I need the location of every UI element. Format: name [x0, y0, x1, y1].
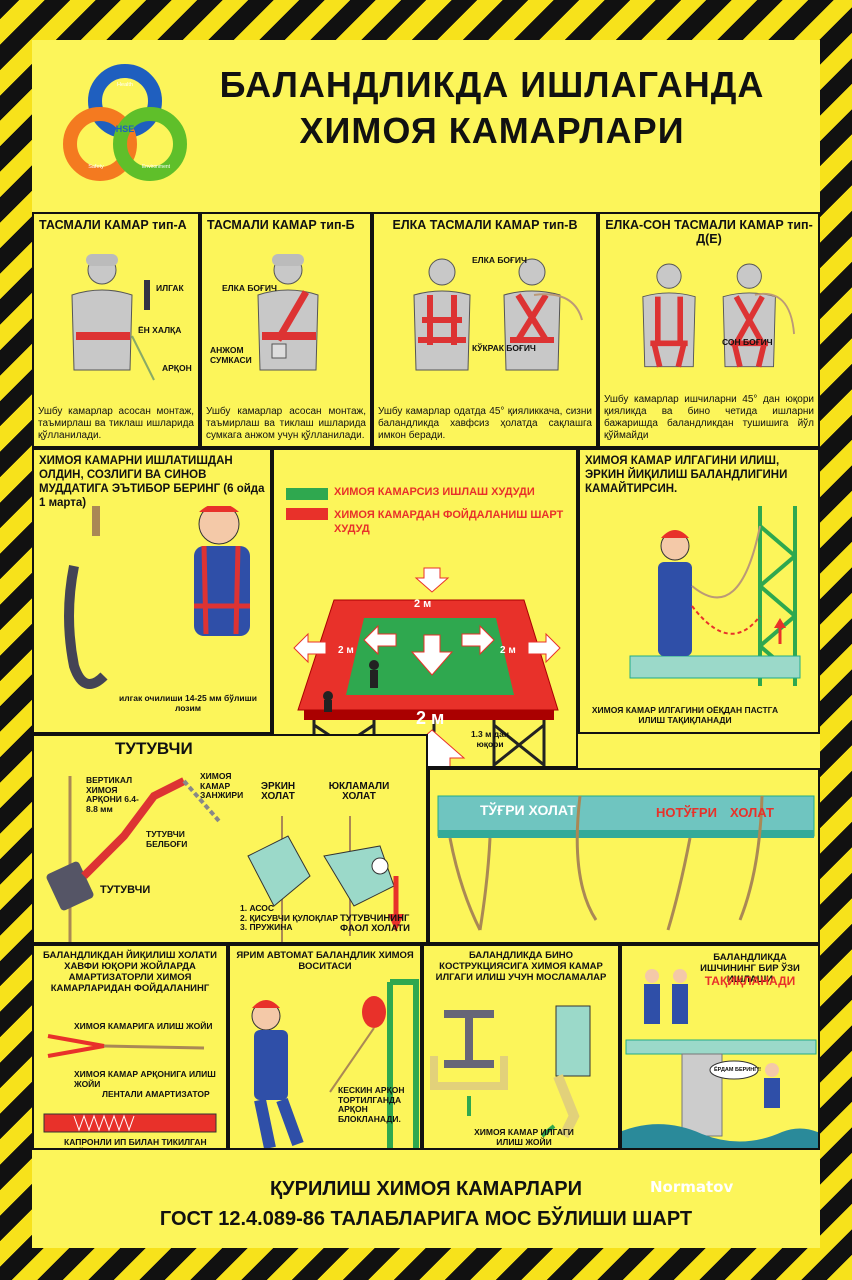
svg-text:Environment: Environment [142, 164, 171, 170]
belt-type-d-panel: ЕЛКА-СОН ТАСМАЛИ КАМАР тип-Д(Е) СОН БОҒИ… [598, 212, 820, 448]
zone-diagram [293, 567, 561, 766]
structure-title: БАЛАНДЛИКДА БИНО КОСТРУКЦИЯСИГА ХИМОЯ КА… [435, 950, 607, 983]
label-tool-bag: АНЖОМ СУМКАСИ [210, 345, 252, 365]
label-belt-attach: ХИМОЯ КАМАРИГА ИЛИШ ЖОЙИ [74, 1021, 213, 1031]
belt-type-b-figure [257, 254, 319, 371]
semi-auto-note: КЕСКИН АРҚОН ТОРТИЛГАНДА АРҚОН БЛОКЛАНАД… [338, 1085, 405, 1124]
semi-auto-title: ЯРИМ АВТОМАТ БАЛАНДЛИК ХИМОЯ ВОСИТАСИ [236, 950, 414, 972]
legend-green-swatch [286, 488, 328, 500]
hook-opening-note: илгак очилиши 14-25 мм бўлиши лозим [119, 693, 257, 713]
work-alone-title: БАЛАНДЛИКДА ИШЧИНИНГ БИР ЎЗИ ИШЛАШИ [700, 952, 800, 985]
hook-anchor-title: ХИМОЯ КАМАР ИЛГАГИНИ ИЛИШ, ЭРКИН ЙИҚИЛИШ… [585, 455, 788, 495]
work-alone-panel: БАЛАНДЛИКДА ИШЧИНИНГ БИР ЎЗИ ИШЛАШИ ТАҚИ… [620, 944, 820, 1150]
label-tape-absorber: ЛЕНТАЛИ АМАРТИЗАТОР [102, 1089, 210, 1099]
structure-figure [430, 1005, 591, 1139]
svg-text:HSE: HSE [116, 124, 135, 134]
hook-anchor-figure [629, 506, 801, 686]
footer-line-2: ГОСТ 12.4.089-86 ТАЛАБЛАРИГА МОС БЎЛИШИ … [159, 1208, 693, 1230]
belt-type-d-title: ЕЛКА-СОН ТАСМАЛИ КАМАР тип-Д(Е) [605, 218, 813, 246]
label-thigh-strap: СОН БОҒИЧ [722, 337, 773, 347]
belt-type-a-figure [71, 254, 155, 381]
label-wrong-a: НОТЎҒРИ [656, 805, 717, 820]
label-hook: ИЛГАК [156, 283, 184, 293]
catcher-title: ТУТУВЧИ [115, 739, 193, 758]
part-spring: 3. ПРУЖИНА [240, 922, 293, 932]
label-side-ring: ЁН ХАЛҚА [138, 325, 182, 335]
belt-type-v-figure [413, 258, 583, 371]
label-free-state: ЭРКИН ХОЛАТ [260, 781, 296, 802]
part-base: 1. АСОС [240, 903, 275, 913]
dist-right-2m: 2 м [500, 645, 516, 656]
hse-logo: HSE Health Safety Environment [63, 64, 187, 181]
label-catcher-device: ТУТУВЧИ [100, 884, 151, 896]
label-shoulder-strap: ЕЛКА БОҒИЧ [222, 283, 277, 293]
footer-line-1: ҚУРИЛИШ ХИМОЯ КАМАРЛАРИ [269, 1178, 583, 1200]
catcher-panel: ТУТУВЧИ ВЕРТИКАЛ ХИМОЯ АРҚОНИ 6.4-8.8 мм… [32, 734, 428, 944]
beam-panel: ТЎҒРИ ХОЛАТ НОТЎҒРИ ХОЛАТ [428, 768, 820, 944]
belt-type-a-title: ТАСМАЛИ КАМАР тип-А [39, 218, 187, 232]
belt-type-a-panel: ТАСМАЛИ КАМАР тип-А ИЛГАК ЁН ХАЛҚА АРҚОН… [32, 212, 200, 448]
label-correct-position: ТЎҒРИ ХОЛАТ [480, 802, 576, 818]
belt-type-a-text: Ушбу камарлар асосан монтаж, таъмирлаш в… [38, 406, 194, 441]
catcher-parts: 1. АСОС 2. ҚИСУВЧИ ҚУЛОҚЛАР 3. ПРУЖИНА [240, 903, 350, 933]
belt-type-v-text: Ушбу камарлар одатда 45° қияликкача, сиз… [378, 406, 592, 441]
belt-type-b-panel: ТАСМАЛИ КАМАР тип-Б ЕЛКА БОҒИЧ АНЖОМ СУМ… [200, 212, 372, 448]
dist-top-2m: 2 м [414, 598, 432, 610]
belt-type-v-panel: ЕЛКА ТАСМАЛИ КАМАР тип-В ЕЛКА БОҒИЧ КЎКР… [372, 212, 598, 448]
dist-left-2m: 2 м [338, 645, 354, 656]
structure-note: ХИМОЯ КАМАР ИЛГАГИ ИЛИШ ЖОЙИ [474, 1127, 574, 1147]
header: HSE Health Safety Environment БАЛАНДЛИКД… [32, 40, 820, 205]
inspection-panel: ХИМОЯ КАМАРНИ ИШЛАТИШДАН ОЛДИН, СОЗЛИГИ … [32, 448, 272, 734]
inspection-title: ХИМОЯ КАМАРНИ ИШЛАТИШДАН ОЛДИН, СОЗЛИГИ … [39, 455, 265, 509]
legend-red-swatch [286, 508, 328, 520]
belt-type-v-title: ЕЛКА ТАСМАЛИ КАМАР тип-В [392, 218, 578, 232]
speech-bubble-help: ЁРДАМ БЕРИНГ!! [714, 1067, 761, 1073]
catcher-figure [46, 776, 404, 942]
hook-anchor-panel: ХИМОЯ КАМАР ИЛГАГИНИ ИЛИШ, ЭРКИН ЙИҚИЛИШ… [578, 448, 820, 734]
dist-bottom-2m: 2 м [416, 708, 445, 728]
belt-type-b-text: Ушбу камарлар асосан монтаж, таъмирлаш в… [206, 406, 366, 441]
absorber-panel: БАЛАНДЛИКДАН ЙИҚИЛИШ ХОЛАТИ ХАВФИ ЮҚОРИ … [32, 944, 228, 1150]
work-alone-figure [622, 969, 818, 1148]
structure-panel: БАЛАНДЛИКДА БИНО КОСТРУКЦИЯСИГА ХИМОЯ КА… [422, 944, 620, 1150]
title-line-2: ХИМОЯ КАМАРЛАРИ [299, 110, 685, 151]
absorber-title: БАЛАНДЛИКДАН ЙИҚИЛИШ ХОЛАТИ ХАВФИ ЮҚОРИ … [43, 950, 217, 994]
poster: HSE Health Safety Environment БАЛАНДЛИКД… [32, 40, 820, 1248]
page-title: БАЛАНДЛИКДА ИШЛАГАНДА ХИМОЯ КАМАРЛАРИ [182, 62, 802, 154]
label-vertical-rope: ВЕРТИКАЛ ХИМОЯ АРҚОНИ 6.4-8.8 мм [86, 775, 139, 814]
beam-figure [437, 795, 815, 931]
platform-height: 1.3 м дан юқори [470, 729, 510, 749]
part-jaws: 2. ҚИСУВЧИ ҚУЛОҚЛАР [240, 912, 339, 923]
hook-below-feet-note: ХИМОЯ КАМАР ИЛГАГИНИ ОЁҚДАН ПАСТГА ИЛИШ … [591, 705, 779, 725]
work-alone-prohibited: ТАҚИҚЛАНАДИ [704, 974, 796, 988]
title-line-1: БАЛАНДЛИКДА ИШЛАГАНДА [219, 64, 765, 105]
footer: ҚУРИЛИШ ХИМОЯ КАМАРЛАРИ ГОСТ 12.4.089-86… [32, 1150, 820, 1248]
label-chest-strap: КЎКРАК БОҒИЧ [472, 343, 536, 353]
label-rope: АРҚОН [162, 363, 192, 373]
svg-text:Safety: Safety [88, 164, 104, 170]
belt-type-b-title: ТАСМАЛИ КАМАР тип-Б [207, 218, 355, 232]
belt-type-d-figure [642, 263, 795, 368]
label-catcher-strap: ТУТУВЧИ БЕЛБОҒИ [146, 829, 188, 849]
absorber-figure [43, 1034, 217, 1133]
semi-auto-panel: ЯРИМ АВТОМАТ БАЛАНДЛИК ХИМОЯ ВОСИТАСИ КЕ… [228, 944, 422, 1150]
label-active-state: ТУТУВЧИНИНГ ФАОЛ ХОЛАТИ [340, 913, 410, 934]
signature: Normatov [650, 1178, 734, 1196]
inspection-figure [64, 506, 250, 689]
belt-type-d-text: Ушбу камарлар ишчиларни 45° дан юқори қи… [604, 394, 814, 441]
label-rope-attach: ХИМОЯ КАМАР АРҚОНИГА ИЛИШ ЖОЙИ [74, 1069, 216, 1089]
legend-green-label: ХИМОЯ КАМАРСИЗ ИШЛАШ ХУДУДИ [334, 486, 535, 498]
zone-panel: ХИМОЯ КАМАРСИЗ ИШЛАШ ХУДУДИ ХИМОЯ КАМАРД… [272, 448, 578, 768]
label-loaded-state: ЮКЛАМАЛИ ХОЛАТ [328, 781, 390, 802]
label-chain: ХИМОЯ КАМАР ЗАНЖИРИ [200, 771, 244, 800]
label-shoulder-strap-v: ЕЛКА БОҒИЧ [472, 255, 527, 265]
label-wrong-b: ХОЛАТ [730, 805, 774, 820]
label-stitched: КАПРОНЛИ ИП БИЛАН ТИКИЛГАН ЖОЙИ [64, 1137, 207, 1148]
legend-red-label: ХИМОЯ КАМАРДАН ФОЙДАЛАНИШ ШАРТ ХУДУД [334, 509, 564, 535]
semi-auto-figure [251, 979, 419, 1148]
svg-text:Health: Health [117, 82, 133, 88]
